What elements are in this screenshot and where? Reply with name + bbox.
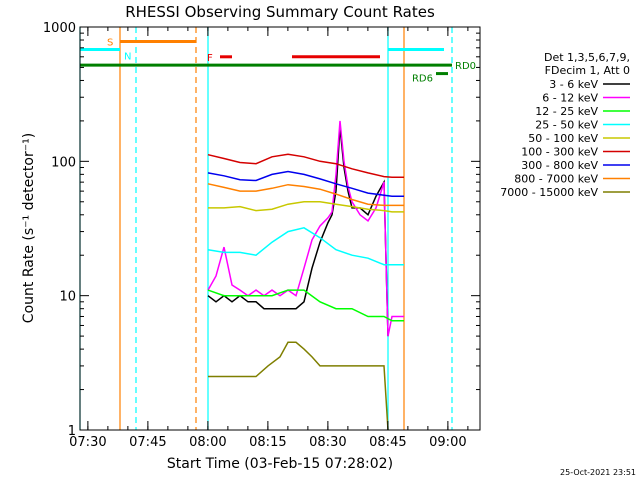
series-50-100-kev	[208, 201, 404, 213]
y-axis: 1 10 100 1000	[43, 21, 480, 439]
footer-timestamp: 25-Oct-2021 23:51	[560, 468, 636, 477]
series-7000-15000-kev	[208, 341, 389, 431]
legend-header-line: FDecim 1, Att 0	[545, 64, 630, 77]
flag-label-n: N	[124, 51, 131, 62]
series-300-800-kev	[207, 170, 404, 197]
series-12-25-kev	[207, 289, 404, 322]
legend-header-line: Det 1,3,5,6,7,9,	[544, 51, 630, 64]
series-group	[207, 120, 404, 431]
legend-label-800-7000-kev: 800 - 7000 keV	[514, 173, 598, 186]
legend-label-300-800-kev: 300 - 800 keV	[521, 159, 598, 172]
x-tick-label: 07:30	[69, 435, 106, 450]
legend-label-100-300-kev: 100 - 300 keV	[521, 146, 598, 159]
legend-label-6-12-kev: 6 - 12 keV	[542, 92, 598, 105]
x-tick-label: 08:15	[249, 435, 286, 450]
flag-label-f: F	[207, 53, 213, 64]
series-100-300-kev	[207, 153, 404, 179]
x-tick-label: 08:00	[189, 435, 226, 450]
legend-label-12-25-kev: 12 - 25 keV	[535, 105, 598, 118]
flag-label-rd6: RD6	[412, 74, 433, 85]
y-tick-label: 100	[51, 155, 76, 170]
legend-label-25-50-kev: 25 - 50 keV	[535, 119, 598, 132]
x-tick-label: 08:45	[369, 435, 406, 450]
y-axis-label: Count Rate (s⁻¹ detector⁻¹)	[21, 133, 37, 323]
x-tick-label: 07:45	[129, 435, 166, 450]
x-tick-label: 09:00	[429, 435, 466, 450]
series-800-7000-kev	[207, 183, 404, 207]
legend-label-50-100-kev: 50 - 100 keV	[528, 132, 598, 145]
x-tick-label: 08:30	[309, 435, 346, 450]
observing-flags: SN F RD0 RD6	[80, 37, 476, 85]
chart-title: RHESSI Observing Summary Count Rates	[125, 3, 435, 21]
x-axis-label: Start Time (03-Feb-15 07:28:02)	[167, 456, 393, 472]
series-25-50-kev	[207, 226, 404, 266]
series-6-12-kev	[207, 120, 404, 337]
legend-label-3-6-kev: 3 - 6 keV	[549, 78, 598, 91]
y-tick-label: 1000	[43, 21, 76, 36]
flag-label-s: S	[107, 37, 113, 48]
legend-label-7000-15000-kev: 7000 - 15000 keV	[500, 186, 598, 199]
flag-label-rd0: RD0	[455, 61, 476, 72]
x-axis: 07:30 07:45 08:00 08:15 08:30 08:45 09:00	[69, 27, 469, 450]
legend: Det 1,3,5,6,7,9,FDecim 1, Att 03 - 6 keV…	[500, 51, 630, 199]
y-tick-label: 10	[59, 290, 76, 305]
y-tick-label: 1	[68, 424, 76, 439]
plot-frame	[79, 26, 481, 431]
